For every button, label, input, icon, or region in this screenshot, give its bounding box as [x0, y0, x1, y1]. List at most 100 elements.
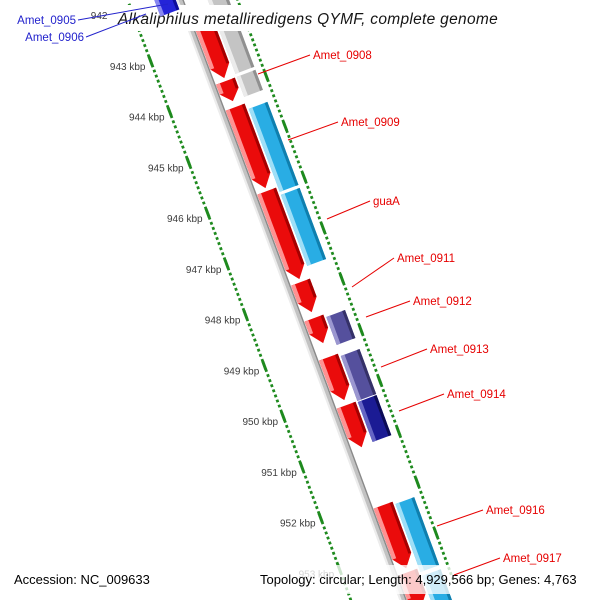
callout-Amet_0913: Amet_0913	[380, 344, 489, 368]
gene-block-body	[340, 349, 377, 401]
gene-label-Amet_0909[interactable]: Amet_0909	[341, 117, 400, 129]
gene-label-Amet_0916[interactable]: Amet_0916	[486, 505, 545, 517]
gene-highlight-edge	[336, 407, 352, 439]
ruler-label-945: 945 kbp	[148, 163, 184, 174]
leader-line	[365, 300, 411, 318]
gene-Amet_0908[interactable]	[236, 69, 263, 97]
leader-line	[77, 3, 169, 21]
leader-line	[351, 257, 395, 288]
gene-cds-7[interactable]	[319, 353, 350, 401]
gene-Amet_0914[interactable]	[357, 395, 392, 442]
gene-shadow-edge	[296, 187, 327, 260]
gene-shadow-edge	[389, 501, 412, 554]
gene-block-body	[248, 101, 299, 192]
leader-line	[453, 557, 501, 576]
ruler-label-952: 952 kbp	[280, 519, 316, 530]
ruler-label-946: 946 kbp	[167, 214, 203, 225]
gene-highlight-edge	[248, 107, 284, 192]
gene-Amet_0911[interactable]	[291, 278, 317, 313]
gene-label-Amet_0905[interactable]: Amet_0905	[17, 15, 76, 27]
status-accession: Accession: NC_009633	[14, 572, 150, 587]
gene-Amet_0909[interactable]	[248, 101, 299, 192]
ruler-label-948: 948 kbp	[205, 316, 241, 327]
gene-highlight-edge	[154, 0, 165, 17]
callout-layer: Amet_0905 Amet_0906 Amet_0908 Amet_0909 guaA…	[17, 3, 562, 576]
gene-shadow-edge	[264, 101, 299, 186]
gene-highlight-edge	[216, 83, 224, 95]
gene-highlight-edge	[373, 507, 397, 560]
gene-label-Amet_0911[interactable]: Amet_0911	[397, 253, 455, 265]
leader-line	[326, 200, 371, 220]
gene-highlight-edge	[257, 193, 290, 271]
genome-backbone	[178, 0, 406, 600]
gene-shadow-edge	[335, 353, 350, 386]
ruler-label-951: 951 kbp	[261, 468, 297, 479]
genome-backbone-highlight	[176, 0, 402, 600]
leader-line	[398, 393, 445, 412]
gene-shadow-edge	[352, 401, 367, 433]
gene-highlight-edge	[326, 315, 341, 345]
map-title: Alkaliphilus metalliredigens QYMF, compl…	[117, 11, 498, 28]
gene-Amet_0916[interactable]	[395, 497, 440, 572]
gene-block-body	[280, 187, 327, 266]
gene-cds-6[interactable]	[304, 314, 329, 344]
gene-label-Amet_0912[interactable]: Amet_0912	[413, 296, 472, 308]
gene-shadow-edge	[232, 77, 239, 89]
gene-shadow-edge	[320, 314, 329, 329]
gene-block-body	[357, 395, 392, 442]
gene-arrow-body	[225, 103, 271, 189]
gene-cds-9[interactable]	[373, 501, 412, 569]
callout-Amet_0909: Amet_0909	[287, 117, 400, 141]
gene-label-Amet_0906[interactable]: Amet_0906	[25, 32, 84, 44]
status-summary: Topology: circular; Length: 4,929,566 bp…	[260, 572, 577, 587]
leader-line	[380, 348, 428, 368]
leader-line	[257, 54, 311, 75]
gene-Amet_0913[interactable]	[340, 349, 377, 401]
gene-highlight-edge	[236, 75, 248, 97]
callout-Amet_0905: Amet_0905	[17, 3, 169, 27]
selected-gene-layer	[149, 0, 180, 17]
callout-Amet_0914: Amet_0914	[398, 389, 506, 412]
gene-highlight-edge	[280, 193, 312, 266]
gene-highlight-edge	[291, 284, 302, 304]
gene-highlight-edge	[340, 354, 362, 401]
gene-highlight-edge	[319, 359, 335, 392]
gene-cds-4[interactable]	[257, 187, 305, 280]
gene-cds-3[interactable]	[225, 103, 271, 189]
callout-Amet_0917: Amet_0917	[453, 553, 562, 576]
gene-label-Amet_0913[interactable]: Amet_0913	[430, 344, 489, 356]
gene-Amet_0912[interactable]	[326, 310, 356, 345]
genome-backbone-shadow	[182, 0, 407, 600]
gene-cds-8[interactable]	[336, 401, 367, 448]
gene-arrow-body	[216, 77, 239, 102]
ruler-label-943: 943 kbp	[110, 62, 146, 73]
leader-line	[85, 13, 147, 38]
gene-cds-2[interactable]	[216, 77, 239, 102]
gene-label-Amet_0917[interactable]: Amet_0917	[503, 553, 562, 565]
gene-shadow-edge	[241, 103, 271, 174]
gene-guaA[interactable]	[280, 187, 327, 266]
gene-label-Amet_0914[interactable]: Amet_0914	[447, 389, 506, 401]
leader-line	[287, 121, 339, 141]
gene-label-guaA[interactable]: guaA	[373, 196, 400, 208]
gene-shadow-edge	[307, 278, 317, 298]
gene-highlight-edge	[357, 400, 377, 442]
gene-highlight-edge	[395, 502, 425, 572]
status-bar-background	[0, 565, 600, 594]
gene-shadow-edge	[273, 187, 305, 265]
callout-Amet_0912: Amet_0912	[365, 296, 472, 318]
gene-shadow-edge	[342, 310, 356, 340]
callout-Amet_0906: Amet_0906	[25, 13, 147, 44]
gene-arrow-body	[304, 314, 329, 344]
gene-arrow-body	[373, 501, 412, 569]
gene-highlight-edge	[304, 320, 314, 335]
gene-highlight-edge	[225, 109, 256, 180]
gene-shadow-edge	[411, 497, 440, 567]
ruler-label-950: 950 kbp	[243, 417, 279, 428]
gene-Amet_0905_0906[interactable]	[149, 0, 180, 17]
gene-shadow-edge	[252, 69, 263, 91]
gene-label-Amet_0908[interactable]: Amet_0908	[313, 50, 372, 62]
gene-shadow-edge	[373, 395, 392, 437]
